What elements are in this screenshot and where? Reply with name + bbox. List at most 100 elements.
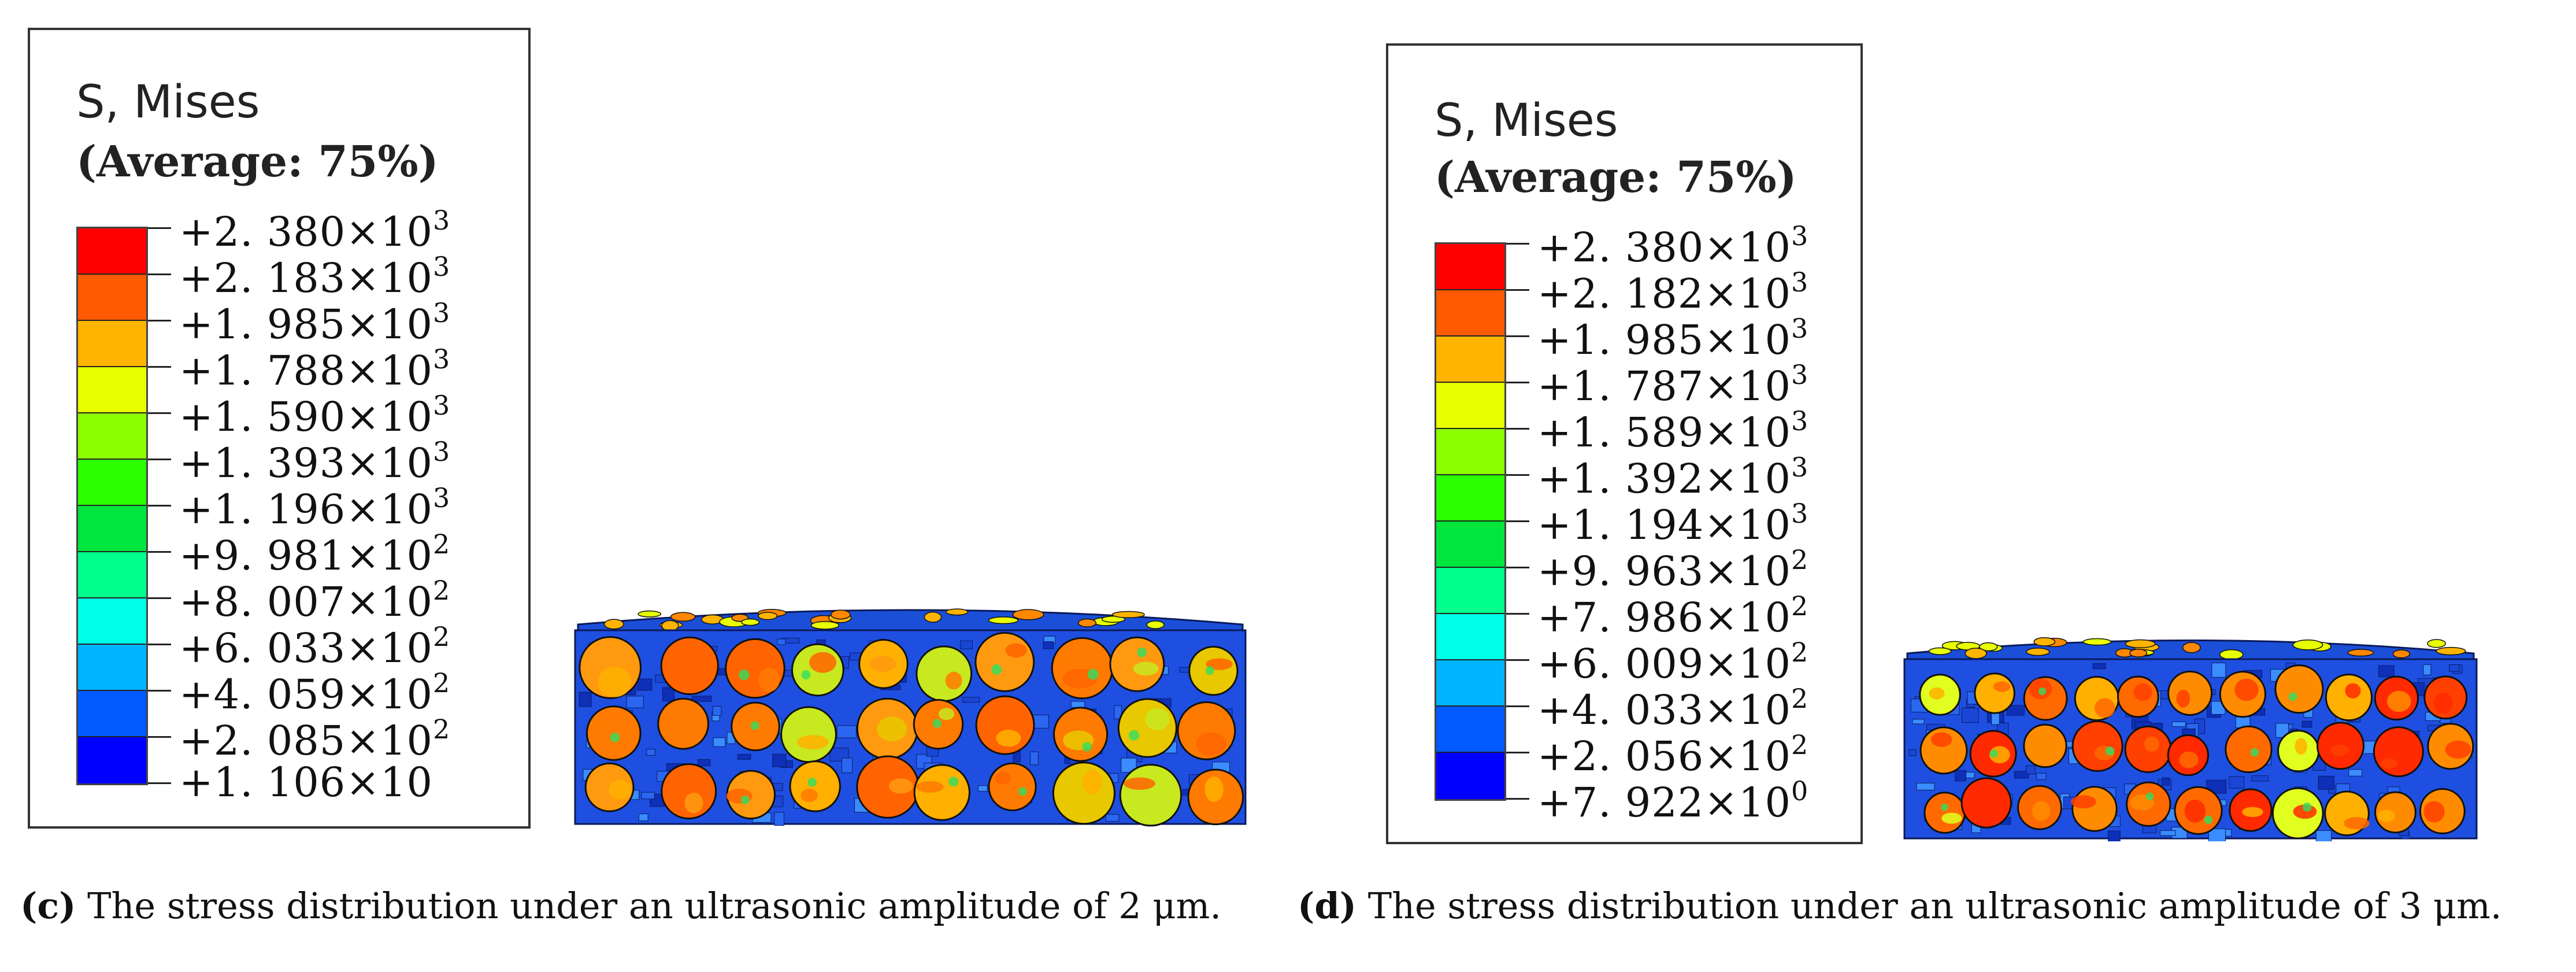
color-swatch bbox=[1436, 290, 1504, 337]
matrix-cell bbox=[842, 757, 853, 774]
matrix-cell bbox=[1912, 719, 1925, 725]
tick-label: +2. 182×103 bbox=[1537, 267, 1809, 317]
grain-contour bbox=[1018, 787, 1027, 796]
caption-c: (c) The stress distribution under an ult… bbox=[20, 885, 1221, 927]
grain bbox=[1117, 698, 1177, 758]
color-swatch bbox=[1436, 475, 1504, 522]
grain bbox=[2071, 786, 2118, 832]
grain-contour bbox=[1941, 812, 1962, 824]
grain-contour bbox=[1083, 769, 1102, 795]
tick-mark bbox=[1506, 613, 1529, 615]
tick-label: +8. 007×102 bbox=[179, 575, 451, 626]
matrix-cell bbox=[1070, 701, 1085, 708]
grain-contour bbox=[2133, 683, 2152, 701]
surface-grain bbox=[670, 612, 696, 622]
matrix-cell bbox=[691, 696, 712, 702]
surface-grain bbox=[2292, 640, 2323, 651]
color-swatch bbox=[78, 228, 146, 275]
tick-mark bbox=[148, 782, 171, 784]
matrix-cell bbox=[772, 753, 787, 767]
color-swatch bbox=[78, 460, 146, 506]
tick-label: +1. 788×103 bbox=[179, 343, 451, 394]
caption-label: (d) bbox=[1298, 885, 1357, 927]
grain-contour bbox=[2229, 750, 2250, 761]
matrix-cell bbox=[1043, 641, 1054, 649]
grain-contour bbox=[2433, 693, 2453, 714]
tick-label: +7. 922×100 bbox=[1537, 775, 1809, 826]
tick-mark bbox=[1506, 243, 1529, 245]
specimen-image-d bbox=[1903, 637, 2478, 841]
grain-contour bbox=[1124, 777, 1155, 790]
tick-mark bbox=[1506, 798, 1529, 800]
grain bbox=[1974, 672, 2015, 714]
grain-contour bbox=[2378, 810, 2395, 822]
grain-contour bbox=[2330, 744, 2349, 756]
grain-contour bbox=[2386, 690, 2411, 712]
grain-contour bbox=[809, 652, 836, 673]
grain-contour bbox=[916, 781, 944, 793]
grain-contour bbox=[2095, 698, 2115, 718]
matrix-cell bbox=[2315, 830, 2332, 841]
matrix-cell bbox=[962, 697, 980, 703]
tick-mark bbox=[148, 274, 171, 275]
surface-grain bbox=[1929, 647, 1952, 655]
surface-grain bbox=[2026, 648, 2050, 656]
grain bbox=[2167, 670, 2213, 716]
surface-grain bbox=[988, 616, 1019, 624]
grain-contour bbox=[1196, 732, 1226, 756]
grain bbox=[1051, 637, 1114, 700]
matrix-cell bbox=[713, 737, 726, 747]
legend-panel-d: S, Mises (Average: 75%) +2. 380×103 +2. 1… bbox=[1386, 43, 1863, 844]
matrix-cell bbox=[2108, 830, 2121, 841]
grain-contour bbox=[797, 735, 829, 749]
color-swatch bbox=[78, 321, 146, 367]
surface-grain bbox=[603, 619, 624, 630]
color-scale-bar bbox=[1435, 242, 1506, 801]
grain-contour bbox=[2242, 807, 2263, 818]
matrix-cell bbox=[1105, 814, 1120, 822]
grain-contour bbox=[684, 792, 703, 814]
grain-contour bbox=[1941, 803, 1948, 811]
grain-contour bbox=[888, 778, 913, 794]
grain-contour bbox=[1929, 687, 1945, 700]
tick-label: +1. 196×103 bbox=[179, 482, 451, 533]
grain-contour bbox=[609, 779, 632, 800]
grain-contour bbox=[800, 788, 818, 803]
surface-grain bbox=[2219, 649, 2244, 660]
color-swatch bbox=[78, 506, 146, 552]
grain-contour bbox=[740, 795, 750, 804]
tick-mark bbox=[148, 597, 171, 599]
grain-contour bbox=[2032, 801, 2051, 821]
matrix-cell bbox=[2229, 776, 2245, 789]
grain-contour bbox=[1205, 666, 1214, 675]
color-swatch bbox=[1436, 707, 1504, 753]
grain-contour bbox=[2344, 817, 2370, 830]
grain-contour bbox=[2176, 689, 2190, 708]
grain bbox=[2374, 791, 2416, 834]
grain bbox=[913, 764, 970, 821]
surface-grain bbox=[2182, 642, 2201, 653]
tick-mark bbox=[148, 412, 171, 414]
tick-label: +7. 986×102 bbox=[1537, 590, 1809, 641]
grain-contour bbox=[610, 732, 620, 742]
surface-grain bbox=[1101, 615, 1125, 623]
surface-grain bbox=[2082, 638, 2112, 646]
grain-contour bbox=[1206, 658, 1233, 670]
matrix-cell bbox=[712, 705, 722, 716]
grain-contour bbox=[801, 670, 811, 679]
color-swatch bbox=[1436, 568, 1504, 614]
surface-grain bbox=[2033, 637, 2056, 646]
matrix-cell bbox=[2014, 771, 2029, 779]
grain-contour bbox=[1005, 643, 1027, 658]
matrix-cell bbox=[978, 785, 988, 792]
surface-grain bbox=[637, 610, 662, 618]
color-swatch bbox=[78, 598, 146, 645]
matrix-cell bbox=[1916, 782, 1935, 790]
matrix-cell bbox=[639, 813, 648, 821]
tick-mark bbox=[1506, 382, 1529, 383]
grain bbox=[2325, 674, 2373, 722]
grain-contour bbox=[1137, 647, 1147, 657]
surface-grain bbox=[2436, 646, 2466, 656]
tick-label: +1. 194×103 bbox=[1537, 498, 1809, 549]
caption-text: The stress distribution under an ultraso… bbox=[76, 885, 1222, 927]
